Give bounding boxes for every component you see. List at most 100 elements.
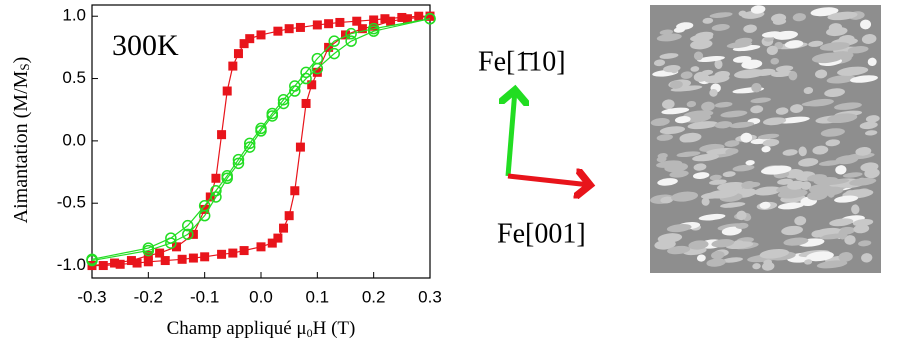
- island: [865, 115, 880, 123]
- marker: [273, 233, 283, 243]
- marker: [98, 261, 108, 271]
- island: [762, 138, 780, 147]
- island: [711, 24, 730, 31]
- marker: [345, 27, 357, 40]
- island: [654, 239, 676, 250]
- y-axis-label: Aimantation (M/MS): [10, 57, 32, 224]
- island: [659, 29, 674, 35]
- marker: [243, 137, 256, 150]
- marker: [86, 253, 98, 266]
- marker: [341, 30, 350, 40]
- marker: [367, 22, 380, 35]
- island: [810, 7, 839, 17]
- island: [755, 68, 776, 76]
- island: [859, 121, 878, 130]
- marker: [357, 24, 367, 34]
- island: [716, 181, 746, 192]
- island: [750, 5, 766, 14]
- island: [701, 69, 714, 76]
- island: [835, 165, 847, 175]
- island: [732, 164, 755, 172]
- marker: [239, 39, 249, 49]
- marker: [300, 66, 312, 79]
- island: [693, 51, 704, 61]
- island: [811, 52, 844, 64]
- island: [690, 66, 700, 72]
- marker: [279, 223, 289, 233]
- island: [650, 118, 670, 127]
- marker: [324, 19, 334, 29]
- island: [743, 24, 757, 33]
- marker: [256, 242, 266, 252]
- island: [825, 139, 841, 147]
- island: [761, 145, 771, 153]
- island: [711, 250, 725, 260]
- island: [775, 107, 789, 115]
- marker: [210, 184, 222, 197]
- island: [851, 204, 860, 215]
- island: [852, 218, 874, 227]
- island: [777, 178, 793, 185]
- island: [784, 169, 804, 179]
- marker: [424, 12, 436, 25]
- island: [661, 99, 675, 110]
- island: [815, 69, 828, 79]
- island: [808, 40, 824, 47]
- island: [829, 218, 854, 227]
- marker: [115, 259, 125, 269]
- marker: [233, 49, 243, 59]
- island: [847, 46, 869, 54]
- y-tick-label: 1.0: [62, 6, 86, 25]
- island: [798, 158, 819, 167]
- island: [692, 153, 720, 162]
- marker: [295, 142, 305, 152]
- island: [792, 13, 806, 22]
- island: [690, 39, 713, 50]
- island: [669, 170, 689, 178]
- marker: [211, 173, 221, 183]
- island: [680, 71, 693, 79]
- island: [698, 213, 726, 221]
- island: [812, 145, 829, 155]
- island: [858, 240, 872, 247]
- marker: [369, 15, 379, 25]
- island: [787, 180, 805, 190]
- island: [725, 148, 739, 155]
- island: [835, 155, 859, 165]
- island: [701, 101, 715, 112]
- marker: [273, 26, 283, 36]
- island: [706, 258, 726, 267]
- island: [702, 17, 714, 24]
- annotation: 300K: [112, 29, 179, 62]
- marker: [143, 257, 153, 267]
- marker: [221, 170, 233, 182]
- island: [853, 224, 870, 234]
- island: [827, 113, 858, 124]
- series-line: [91, 18, 431, 262]
- island: [819, 42, 850, 51]
- island: [726, 41, 753, 49]
- marker: [126, 256, 136, 266]
- marker: [345, 35, 357, 47]
- island: [834, 195, 859, 203]
- island: [671, 191, 699, 202]
- x-axis-label: Champ appliqué μ0H (T): [167, 318, 356, 339]
- island: [865, 130, 878, 136]
- marker: [222, 86, 232, 96]
- marker: [232, 157, 245, 170]
- plot-frame: [91, 4, 431, 279]
- marker: [217, 130, 227, 140]
- marker: [301, 98, 311, 108]
- island: [709, 12, 733, 18]
- island: [670, 66, 679, 74]
- marker: [335, 17, 345, 27]
- marker: [110, 258, 120, 268]
- island: [709, 174, 722, 181]
- island: [784, 40, 804, 49]
- marker: [386, 16, 396, 26]
- island: [757, 133, 780, 140]
- marker: [182, 219, 194, 232]
- island: [782, 149, 798, 156]
- island: [687, 121, 719, 130]
